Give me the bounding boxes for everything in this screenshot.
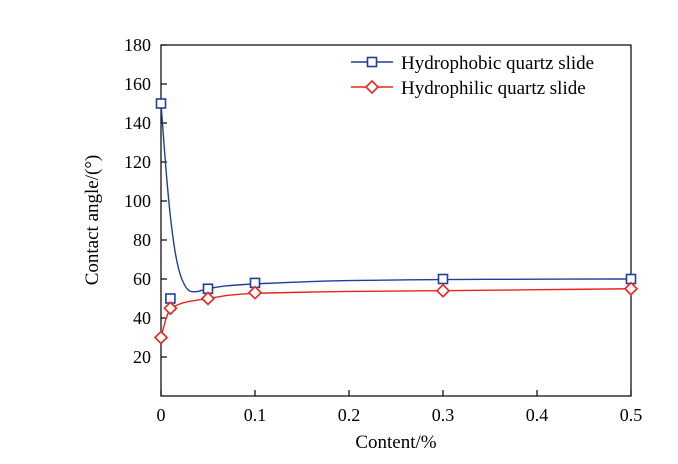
y-tick-label: 100	[124, 191, 151, 211]
series-line	[160, 288, 632, 338]
y-tick-label: 80	[133, 230, 151, 250]
x-axis-title: Content/%	[355, 432, 436, 453]
x-tick-label: 0.1	[244, 405, 267, 425]
x-tick-label: 0	[157, 405, 166, 425]
y-tick-label: 40	[133, 308, 151, 328]
x-tick-label: 0.5	[620, 405, 643, 425]
series-group	[153, 98, 639, 345]
y-tick-label: 180	[124, 35, 151, 55]
legend-entry: Hydrophilic quartz slide	[351, 78, 586, 99]
y-tick-label: 20	[133, 347, 151, 367]
legend-entry: Hydrophobic quartz slide	[351, 53, 594, 74]
series-hydrophilic	[153, 281, 639, 345]
y-tick-label: 140	[124, 113, 151, 133]
y-tick-label: 120	[124, 152, 151, 172]
x-tick-label: 0.2	[338, 405, 361, 425]
data-point	[247, 285, 263, 300]
data-point	[435, 283, 451, 298]
data-point	[623, 281, 639, 296]
series-hydrophobic	[155, 98, 637, 304]
data-point	[437, 273, 449, 285]
data-point	[153, 330, 169, 345]
data-point	[200, 291, 216, 306]
legend-marker	[364, 79, 380, 95]
legend-label: Hydrophilic quartz slide	[401, 78, 586, 99]
axes: 0 0.1 0.2 0.3 0.4 0.5 20 40 60 80 100 120 140 160 180	[124, 35, 642, 425]
y-tick-label: 160	[124, 74, 151, 94]
legend: Hydrophobic quartz slide Hydrophilic quar…	[351, 53, 594, 99]
x-tick-label: 0.3	[432, 405, 455, 425]
y-axis-title: Contact angle/(°)	[82, 155, 103, 286]
y-tick-label: 60	[133, 269, 151, 289]
legend-label: Hydrophobic quartz slide	[401, 53, 594, 74]
series-line	[160, 103, 632, 293]
data-point	[163, 301, 178, 316]
plot-frame	[160, 44, 632, 397]
legend-marker	[366, 56, 378, 68]
x-tick-label: 0.4	[526, 405, 549, 425]
data-point	[155, 98, 167, 109]
